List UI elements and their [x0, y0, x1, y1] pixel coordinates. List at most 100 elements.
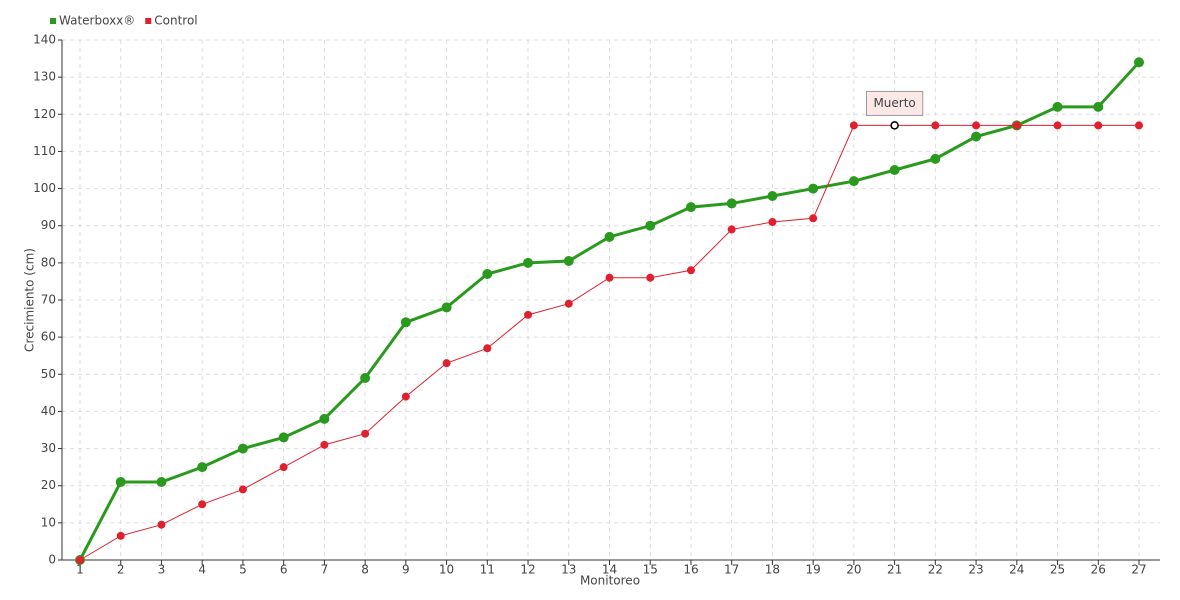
data-point: [646, 273, 655, 282]
x-tick-label: 10: [439, 563, 454, 577]
y-axis-title: Crecimiento (cm): [23, 248, 37, 352]
y-tick-label: 140: [33, 33, 56, 47]
x-tick-label: 1: [76, 563, 84, 577]
data-point: [197, 462, 208, 473]
data-point: [931, 121, 940, 130]
data-point: [563, 256, 574, 266]
data-point: [157, 520, 166, 529]
data-point: [1093, 101, 1104, 112]
data-point: [686, 266, 695, 275]
legend-swatch: [145, 18, 152, 24]
legend-swatch: [50, 18, 56, 24]
data-point: [279, 463, 288, 472]
data-point: [849, 121, 858, 130]
x-axis-title: Monitoreo: [580, 574, 640, 588]
data-point: [400, 317, 411, 328]
data-point: [278, 432, 289, 443]
data-point: [809, 214, 818, 223]
data-point: [685, 202, 696, 213]
data-point: [767, 191, 778, 201]
data-point: [889, 165, 900, 175]
x-tick-label: 24: [1009, 563, 1024, 577]
series-line: [79, 124, 1139, 561]
data-point: [1012, 121, 1021, 130]
x-tick-label: 22: [928, 563, 943, 577]
x-tick-label: 4: [198, 563, 206, 577]
legend-label: Waterboxx®: [59, 14, 135, 28]
x-tick-label: 16: [683, 563, 698, 577]
data-point: [726, 198, 737, 209]
data-point: [605, 273, 614, 282]
data-point: [361, 429, 370, 438]
y-tick-label: 40: [41, 404, 56, 418]
y-tick-label: 90: [41, 218, 56, 232]
y-tick-label: 130: [33, 70, 56, 84]
data-point: [320, 440, 329, 449]
data-point: [768, 218, 777, 226]
x-tick-label: 7: [321, 563, 329, 577]
data-point: [1052, 101, 1063, 112]
y-tick-label: 20: [41, 478, 56, 492]
data-point: [360, 373, 371, 383]
x-tick-label: 11: [480, 563, 495, 577]
data-point: [1053, 121, 1062, 130]
x-tick-label: 15: [643, 563, 658, 577]
data-point: [238, 485, 247, 494]
y-tick-label: 10: [41, 515, 56, 529]
x-tick-label: 17: [724, 563, 739, 577]
y-tick-label: 60: [41, 330, 56, 344]
data-point: [972, 121, 981, 130]
annotation-box: [865, 90, 924, 116]
legend-label: Control: [154, 14, 197, 28]
data-point: [1134, 57, 1144, 68]
data-point: [564, 299, 573, 308]
data-point: [645, 220, 656, 231]
y-tick-label: 110: [33, 144, 56, 158]
data-point: [727, 225, 736, 234]
annotation-marker: [890, 121, 899, 130]
data-point: [971, 131, 982, 142]
data-point: [442, 359, 451, 368]
x-tick-label: 6: [280, 563, 288, 577]
data-point: [604, 231, 615, 242]
data-point: [482, 269, 493, 279]
y-tick-label: 120: [33, 107, 56, 121]
data-point: [523, 257, 534, 268]
x-tick-label: 19: [806, 563, 821, 577]
data-point: [319, 413, 330, 424]
data-point: [524, 310, 533, 319]
x-tick-label: 2: [117, 563, 125, 577]
x-tick-label: 8: [361, 563, 369, 577]
x-tick-label: 3: [158, 563, 166, 577]
x-tick-label: 12: [520, 563, 535, 577]
x-tick-label: 5: [239, 563, 247, 577]
data-point: [76, 556, 84, 564]
data-point: [1135, 121, 1143, 130]
x-tick-label: 13: [561, 563, 576, 577]
data-point: [808, 183, 819, 194]
x-tick-label: 14: [602, 563, 617, 577]
data-point: [441, 302, 452, 313]
y-tick-label: 70: [41, 293, 56, 307]
x-tick-label: 18: [765, 563, 780, 577]
annotation-label: Muerto: [873, 96, 915, 110]
x-tick-label: 26: [1091, 563, 1106, 577]
x-tick-label: 23: [968, 563, 983, 577]
data-point: [115, 477, 126, 487]
x-tick-label: 20: [846, 563, 861, 577]
y-tick-label: 50: [41, 367, 56, 381]
y-tick-label: 100: [33, 181, 56, 195]
data-point: [237, 443, 248, 454]
data-point: [848, 176, 859, 187]
x-tick-label: 21: [887, 563, 902, 577]
data-point: [1094, 121, 1103, 130]
y-tick-label: 0: [48, 553, 56, 567]
y-tick-label: 80: [41, 255, 56, 269]
y-tick-label: 30: [41, 441, 56, 455]
data-point: [483, 344, 492, 353]
data-point: [198, 500, 207, 509]
x-tick-label: 25: [1050, 563, 1065, 577]
data-point: [116, 531, 125, 540]
data-point: [930, 153, 941, 164]
x-tick-label: 27: [1131, 563, 1146, 577]
